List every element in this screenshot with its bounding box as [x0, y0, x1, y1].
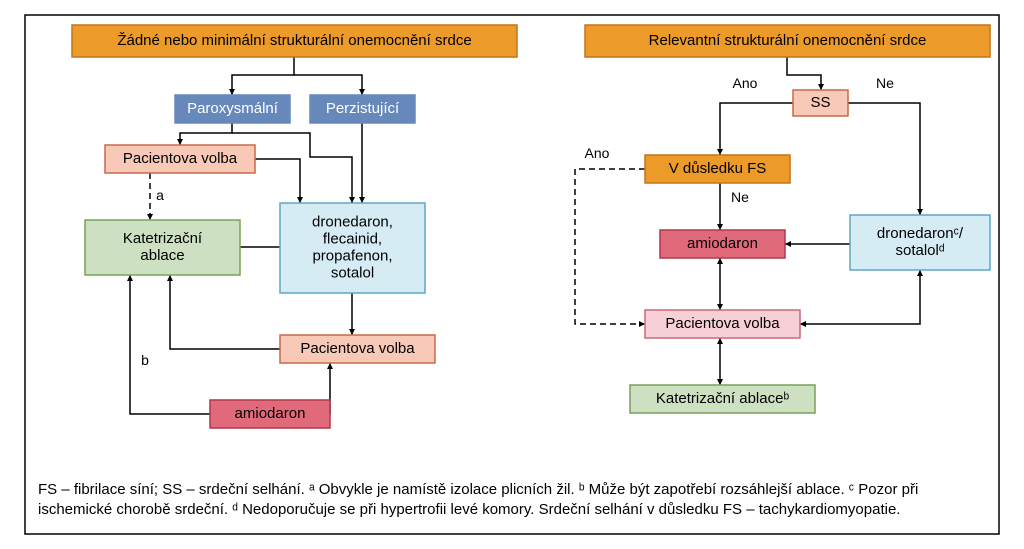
drug-list-box-text: sotalol	[331, 264, 374, 281]
catheter-ablation-left-text: ablace	[140, 247, 184, 264]
catheter-ablation-right-text: Katetrizační ablaceᵇ	[656, 390, 790, 407]
edge-label: Ne	[876, 75, 894, 91]
due-fs-box-text: V důsledku FS	[669, 160, 767, 177]
ss-box-text: SS	[810, 94, 830, 111]
drug-list-box-text: dronedaron,	[312, 213, 393, 230]
drug-list-box-text: flecainid,	[323, 230, 382, 247]
patient-choice-2-text: Pacientova volba	[300, 340, 415, 357]
patient-choice-right-text: Pacientova volba	[665, 315, 780, 332]
paroxysmal-box-text: Paroxysmální	[187, 100, 279, 117]
edge-label: Ano	[733, 75, 758, 91]
flowchart-svg: Žádné nebo minimální strukturální onemoc…	[0, 0, 1024, 549]
left-title-text: Žádné nebo minimální strukturální onemoc…	[117, 32, 471, 49]
dronedaron-sotalol-box-text: sotalolᵈ	[895, 242, 944, 259]
persistent-box-text: Perzistující	[326, 100, 400, 117]
right-title-text: Relevantní strukturální onemocnění srdce	[649, 32, 927, 49]
patient-choice-1-text: Pacientova volba	[123, 150, 238, 167]
dronedaron-sotalol-box-text: dronedaronᶜ/	[877, 225, 964, 242]
amiodaron-left-text: amiodaron	[235, 405, 306, 422]
footnote-text: FS – fibrilace síní; SS – srdeční selhán…	[38, 480, 988, 521]
edge-label: a	[156, 187, 164, 203]
drug-list-box-text: propafenon,	[312, 247, 392, 264]
edge-label: b	[141, 352, 149, 368]
edge-label: Ne	[731, 189, 749, 205]
amiodaron-right-text: amiodaron	[687, 235, 758, 252]
catheter-ablation-left-text: Katetrizační	[123, 230, 203, 247]
edge-label: Ano	[585, 145, 610, 161]
